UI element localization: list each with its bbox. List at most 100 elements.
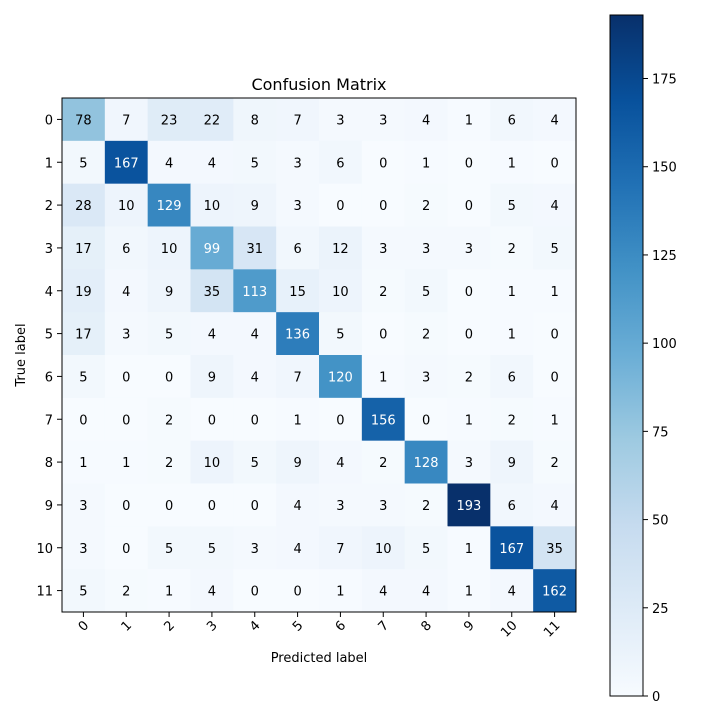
- heatmap-cell-5-3: [190, 312, 234, 356]
- heatmap-cell-7-8: [404, 397, 448, 442]
- cell-value-0-0: 78: [75, 113, 92, 128]
- heatmap-cell-10-5: [276, 526, 320, 570]
- heatmap-cell-11-0: [62, 569, 106, 613]
- cell-value-3-2: 10: [161, 242, 178, 257]
- heatmap-cell-8-6: [319, 440, 363, 484]
- cell-value-1-2: 4: [165, 156, 173, 171]
- heatmap-cell-2-6: [319, 183, 363, 227]
- heatmap-cell-1-8: [404, 140, 448, 185]
- cell-value-5-11: 0: [550, 328, 558, 343]
- cell-value-3-9: 3: [465, 242, 473, 257]
- cell-value-11-7: 4: [379, 585, 387, 600]
- cell-value-4-8: 5: [422, 285, 430, 300]
- cell-value-0-2: 23: [161, 113, 178, 128]
- y-tick-label: 10: [36, 542, 53, 557]
- cell-value-11-2: 1: [165, 585, 173, 600]
- cell-value-8-3: 10: [204, 456, 221, 471]
- heatmap-cell-4-1: [104, 269, 149, 313]
- cell-value-5-2: 5: [165, 328, 173, 343]
- cell-value-6-10: 6: [508, 370, 516, 385]
- heatmap-cell-2-1: [104, 183, 149, 227]
- x-tick-label: 3: [204, 618, 220, 634]
- cell-value-4-3: 35: [204, 285, 221, 300]
- heatmap-cell-7-9: [447, 397, 491, 442]
- cell-value-8-2: 2: [165, 456, 173, 471]
- cell-value-11-10: 4: [508, 585, 516, 600]
- heatmap-cell-10-10: [490, 526, 534, 570]
- heatmap-cell-1-7: [361, 140, 406, 185]
- cell-value-0-5: 7: [293, 113, 301, 128]
- x-tick-label: 4: [247, 618, 263, 634]
- heatmap-cell-0-5: [276, 98, 320, 142]
- cell-value-2-3: 10: [204, 199, 221, 214]
- cell-value-6-11: 0: [550, 370, 558, 385]
- cell-value-8-5: 9: [293, 456, 301, 471]
- cell-value-5-5: 136: [285, 328, 310, 343]
- cell-value-3-0: 17: [75, 242, 92, 257]
- heatmap-cell-0-10: [490, 98, 534, 142]
- cell-value-3-11: 5: [550, 242, 558, 257]
- heatmap-cell-2-0: [62, 183, 106, 227]
- heatmap-cell-10-8: [404, 526, 448, 570]
- heatmap-cell-4-4: [233, 269, 277, 313]
- cell-value-0-10: 6: [508, 113, 516, 128]
- cell-value-7-5: 1: [293, 413, 301, 428]
- cell-value-8-11: 2: [550, 456, 558, 471]
- heatmap-cell-1-9: [447, 140, 491, 185]
- cell-value-6-3: 9: [208, 370, 216, 385]
- x-tick-label: 9: [461, 618, 477, 634]
- y-tick-label: 2: [45, 199, 53, 214]
- cell-value-11-1: 2: [122, 585, 130, 600]
- heatmap-cell-7-4: [233, 397, 277, 442]
- cell-value-4-2: 9: [165, 285, 173, 300]
- y-tick-label: 4: [45, 285, 53, 300]
- heatmap-cell-7-6: [319, 397, 363, 442]
- cell-value-1-7: 0: [379, 156, 387, 171]
- cell-value-2-2: 129: [157, 199, 182, 214]
- heatmap-cell-11-4: [233, 569, 277, 613]
- heatmap-cell-0-0: [62, 98, 106, 142]
- cell-value-9-11: 4: [550, 499, 558, 514]
- heatmap-cell-10-9: [447, 526, 491, 570]
- heatmap-cell-11-2: [147, 569, 191, 613]
- heatmap-cell-6-11: [533, 355, 577, 399]
- heatmap-cell-3-7: [361, 226, 406, 270]
- cell-value-6-2: 0: [165, 370, 173, 385]
- heatmap-cell-8-7: [361, 440, 406, 484]
- heatmap-cell-2-9: [447, 183, 491, 227]
- x-tick-label: 5: [290, 618, 306, 634]
- cell-value-6-0: 5: [79, 370, 87, 385]
- cell-value-7-8: 0: [422, 413, 430, 428]
- heatmap-cell-9-1: [104, 483, 149, 527]
- cell-value-4-9: 0: [465, 285, 473, 300]
- heatmap-cell-8-10: [490, 440, 534, 484]
- cell-value-5-1: 3: [122, 328, 130, 343]
- cell-value-7-2: 2: [165, 413, 173, 428]
- cell-value-7-3: 0: [208, 413, 216, 428]
- heatmap-cell-6-2: [147, 355, 191, 399]
- heatmap-cell-0-8: [404, 98, 448, 142]
- heatmap-cell-4-9: [447, 269, 491, 313]
- cell-value-5-6: 5: [336, 328, 344, 343]
- cell-value-1-0: 5: [79, 156, 87, 171]
- cell-value-0-8: 4: [422, 113, 430, 128]
- colorbar-tick-label: 50: [652, 514, 669, 529]
- cell-value-8-9: 3: [465, 456, 473, 471]
- cell-value-11-9: 1: [465, 585, 473, 600]
- y-axis: 0 1 2 3 4 5 6 7 8 9 10 11: [36, 113, 62, 600]
- cell-value-11-11: 162: [542, 585, 567, 600]
- colorbar-tick-label: 100: [652, 337, 677, 352]
- colorbar-tick-label: 125: [652, 249, 677, 264]
- cell-value-2-10: 5: [508, 199, 516, 214]
- cell-value-10-1: 0: [122, 542, 130, 557]
- colorbar-tick-label: 150: [652, 161, 677, 176]
- heatmap-cell-9-6: [319, 483, 363, 527]
- cell-value-2-4: 9: [251, 199, 259, 214]
- cell-value-9-2: 0: [165, 499, 173, 514]
- heatmap-cell-7-5: [276, 397, 320, 442]
- heatmap-cell-1-2: [147, 140, 191, 185]
- heatmap-cell-11-10: [490, 569, 534, 613]
- cell-value-7-7: 156: [371, 413, 396, 428]
- cell-value-9-3: 0: [208, 499, 216, 514]
- x-axis-label: Predicted label: [271, 651, 368, 666]
